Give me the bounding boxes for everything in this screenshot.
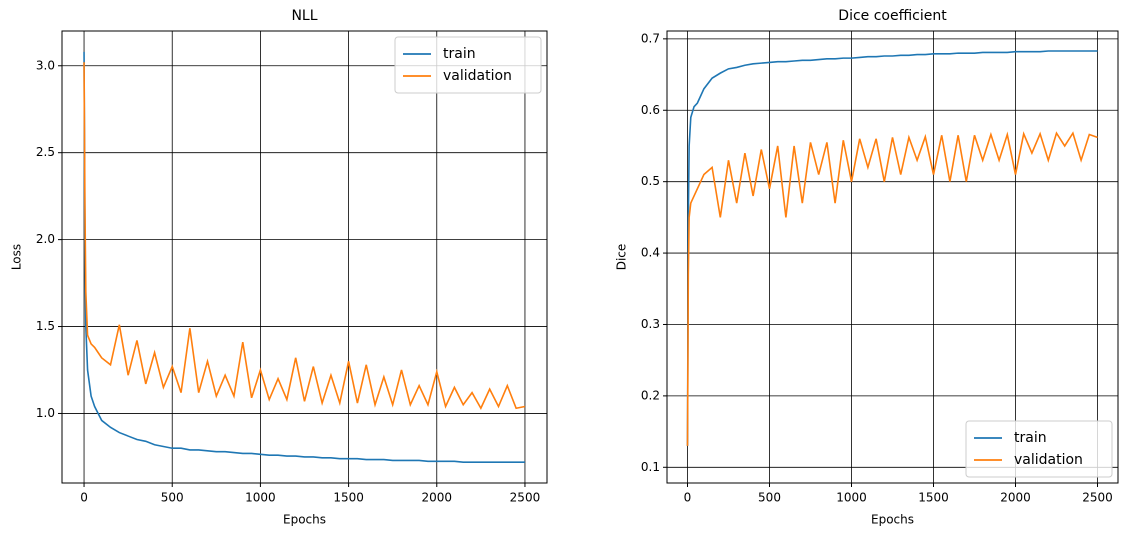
y-tick-label: 2.0 [36, 232, 55, 246]
legend-label: train [443, 46, 476, 62]
chart-title: NLL [291, 8, 317, 24]
y-tick-label: 3.0 [36, 58, 55, 72]
y-tick-label: 0.3 [641, 317, 660, 331]
y-tick-label: 1.0 [36, 406, 55, 420]
line-series [83, 51, 525, 463]
x-tick-label: 1500 [918, 491, 949, 505]
x-tick-label: 500 [758, 491, 781, 505]
x-tick-label: 2500 [510, 491, 541, 505]
plot-frame [666, 30, 1119, 484]
x-tick-label: 500 [161, 491, 184, 505]
legend: train validation [965, 420, 1113, 478]
x-tick-label: 1000 [836, 491, 867, 505]
y-axis-label: Loss [10, 244, 24, 270]
y-tick-label: 0.1 [641, 460, 660, 474]
y-tick-label: 0.7 [641, 31, 660, 45]
y-axis-label: Dice [615, 244, 629, 271]
legend-label: validation [1014, 452, 1083, 468]
chart-title: Dice coefficient [838, 8, 947, 24]
x-tick-label: 0 [80, 491, 88, 505]
x-axis-label: Epochs [871, 513, 914, 527]
line-series [686, 131, 1098, 446]
y-tick-label: 0.5 [641, 174, 660, 188]
y-tick-label: 0.4 [641, 246, 660, 260]
line-series [83, 62, 526, 411]
x-axis-label: Epochs [283, 513, 326, 527]
legend: train validation [394, 36, 542, 94]
legend-box [965, 420, 1113, 478]
plot-frame [61, 30, 548, 484]
y-tick-label: 1.5 [36, 319, 55, 333]
x-tick-label: 1500 [333, 491, 364, 505]
legend-box [394, 36, 542, 94]
x-tick-label: 1000 [245, 491, 276, 505]
x-tick-label: 2000 [1000, 491, 1031, 505]
x-tick-label: 0 [684, 491, 692, 505]
y-tick-label: 2.5 [36, 145, 55, 159]
x-tick-label: 2000 [421, 491, 452, 505]
legend-label: validation [443, 68, 512, 84]
y-tick-label: 0.2 [641, 388, 660, 402]
line-series [686, 50, 1098, 446]
y-tick-label: 0.6 [641, 103, 660, 117]
legend-label: train [1014, 430, 1047, 446]
x-tick-label: 2500 [1082, 491, 1113, 505]
